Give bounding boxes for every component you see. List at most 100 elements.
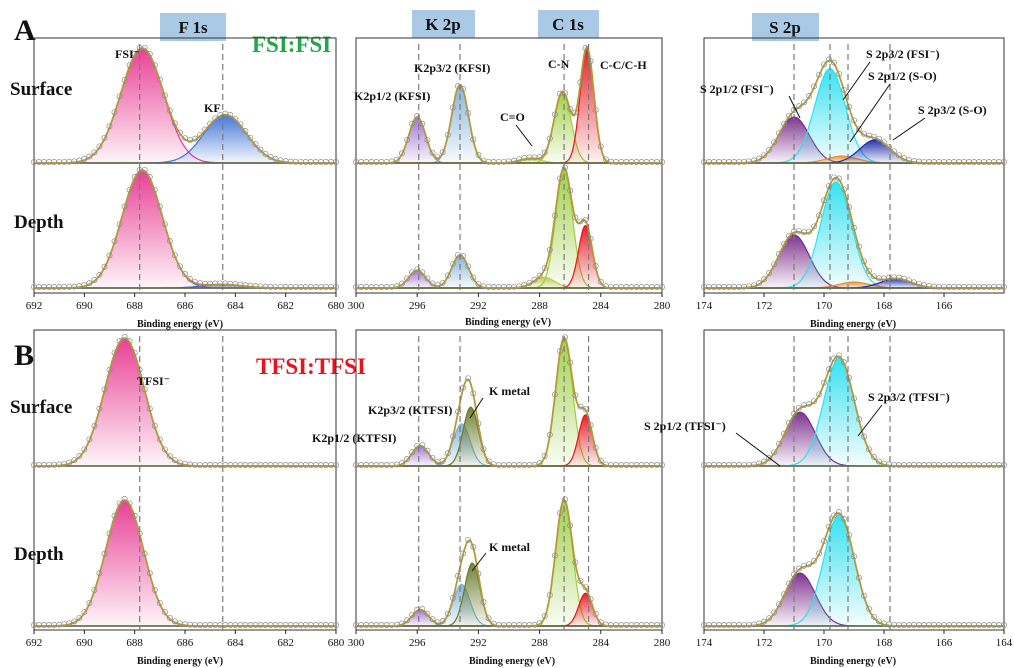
peak-component-S2p-A_depth xyxy=(704,181,1004,289)
raw-data-point-S2p-A_surface xyxy=(831,59,837,66)
raw-data-point-S2p-A_depth xyxy=(851,224,857,231)
raw-data-point-K2p_C1s-A_depth xyxy=(414,266,421,273)
raw-data-point-S2p-A_surface xyxy=(816,71,822,78)
raw-data-point-K2p_C1s-A_surface xyxy=(572,109,579,116)
raw-data-point-S2p-A_depth xyxy=(871,273,877,280)
raw-data-point-K2p_C1s-A_depth xyxy=(434,282,441,289)
x-tick-label-S2p-A: 172 xyxy=(756,300,773,312)
raw-data-point-S2p-A_surface xyxy=(876,135,882,142)
raw-data-point-S2p-B_surface xyxy=(851,395,857,402)
raw-data-point-K2p_C1s-A_surface xyxy=(424,136,431,143)
raw-data-point-K2p_C1s-B_depth xyxy=(424,610,431,617)
raw-data-point-K2p_C1s-B_depth xyxy=(404,617,410,624)
raw-data-point-F1s-A_surface xyxy=(116,93,123,100)
raw-data-point-F1s-B_surface xyxy=(66,459,73,466)
raw-data-point-K2p_C1s-B_surface xyxy=(485,457,492,464)
raw-data-point-K2p_C1s-A_depth xyxy=(659,284,665,290)
x-tick-label-F1s-B: 686 xyxy=(177,637,194,649)
row-label-surface-a: Surface xyxy=(10,79,72,100)
raw-data-point-S2p-B_surface xyxy=(861,433,867,440)
annot-s2p12-tfsi: S 2p1/2 (TFSI⁻) xyxy=(644,419,726,433)
raw-data-point-S2p-A_surface xyxy=(861,130,867,137)
raw-data-point-F1s-B_depth xyxy=(76,614,83,621)
raw-data-point-K2p_C1s-B_surface xyxy=(449,433,456,440)
axis-frame-K2p_C1s-B xyxy=(355,329,663,631)
panel-b-letter: B xyxy=(14,339,34,372)
raw-data-point-S2p-A_surface xyxy=(841,86,847,93)
raw-data-point-S2p-A_surface xyxy=(781,120,787,127)
raw-data-point-F1s-A_surface xyxy=(232,115,239,122)
raw-data-point-S2p-A_surface xyxy=(766,146,772,153)
raw-data-point-K2p_C1s-A_surface xyxy=(541,149,548,156)
raw-data-point-K2p_C1s-A_surface xyxy=(597,143,604,150)
raw-data-point-S2p-B_depth xyxy=(826,523,832,530)
raw-data-point-K2p_C1s-A_depth xyxy=(409,269,416,276)
row-label-depth-b: Depth xyxy=(14,544,64,565)
raw-data-point-S2p-A_surface xyxy=(826,56,832,63)
tag-c1s: C 1s xyxy=(552,15,584,34)
peak-component-K2p_C1s-B_surface xyxy=(356,414,662,467)
raw-data-point-S2p-B_depth xyxy=(856,574,862,581)
raw-data-point-F1s-B_depth xyxy=(146,570,153,577)
x-tick-label-F1s-B: 692 xyxy=(26,637,43,649)
raw-data-point-S2p-B_surface xyxy=(756,460,762,467)
x-tick-label-K2p_C1s-B: 280 xyxy=(654,637,671,649)
raw-data-point-K2p_C1s-A_depth xyxy=(562,164,569,171)
x-tick-label-F1s-B: 680 xyxy=(328,637,345,649)
raw-data-point-K2p_C1s-B_depth xyxy=(577,577,584,584)
raw-data-point-F1s-B_surface xyxy=(121,334,128,340)
raw-data-point-K2p_C1s-B_surface xyxy=(597,457,604,464)
raw-data-point-K2p_C1s-A_depth xyxy=(439,279,446,286)
raw-data-point-S2p-A_depth xyxy=(836,175,842,182)
raw-data-point-K2p_C1s-B_depth xyxy=(562,496,569,503)
x-tick-label-K2p_C1s-B: 288 xyxy=(531,637,548,649)
raw-data-point-F1s-B_surface xyxy=(151,422,158,429)
raw-data-point-K2p_C1s-A_depth xyxy=(597,278,604,285)
raw-data-point-S2p-B_depth xyxy=(876,618,882,625)
raw-data-point-F1s-A_surface xyxy=(111,109,118,116)
raw-data-point-S2p-B_surface xyxy=(856,416,862,423)
raw-data-point-K2p_C1s-A_surface xyxy=(465,110,472,117)
raw-data-point-K2p_C1s-B_depth xyxy=(419,606,426,613)
raw-data-point-K2p_C1s-B_depth xyxy=(449,595,456,601)
raw-data-point-S2p-B_surface xyxy=(841,359,847,366)
fit-envelope-F1s-B_surface xyxy=(34,337,336,467)
annot-s2p32-fsi: S 2p3/2 (FSI⁻) xyxy=(866,47,940,61)
peak-component-K2p_C1s-B_surface xyxy=(356,423,662,467)
x-tick-label-S2p-B: 164 xyxy=(996,637,1013,649)
raw-data-point-K2p_C1s-B_surface xyxy=(480,445,487,452)
raw-data-point-K2p_C1s-B_depth xyxy=(398,620,405,627)
raw-data-point-F1s-A_depth xyxy=(106,252,113,259)
raw-data-point-F1s-A_depth xyxy=(161,221,168,228)
raw-data-point-F1s-A_surface xyxy=(202,126,209,133)
raw-data-point-K2p_C1s-B_surface xyxy=(444,450,451,457)
xlabel-s2p-a: Binding energy (eV) xyxy=(810,319,896,330)
raw-data-point-F1s-A_depth xyxy=(91,277,98,283)
raw-data-point-F1s-A_surface xyxy=(126,62,133,69)
raw-data-point-S2p-A_depth xyxy=(751,282,757,289)
fit-envelope-F1s-B_depth xyxy=(34,499,336,627)
raw-data-point-S2p-A_surface xyxy=(886,143,892,150)
raw-data-point-S2p-B_depth xyxy=(831,512,837,519)
raw-data-point-K2p_C1s-B_surface xyxy=(659,462,665,468)
tag-c1s-box xyxy=(538,10,599,38)
raw-data-point-K2p_C1s-A_depth xyxy=(419,269,426,276)
raw-data-point-F1s-A_surface xyxy=(182,135,188,142)
raw-data-point-K2p_C1s-A_surface xyxy=(414,113,421,119)
peak-component-S2p-B_depth xyxy=(704,514,1004,627)
raw-data-point-F1s-B_surface xyxy=(76,453,83,460)
raw-data-point-K2p_C1s-A_depth xyxy=(398,280,405,287)
raw-data-point-K2p_C1s-B_surface xyxy=(439,457,446,464)
annot-kmetal-depth: K metal xyxy=(489,540,531,554)
tick-layer: 692 690 688 686 684 682 680 692 690 688 686 684 682 6… xyxy=(26,293,1013,649)
raw-data-point-F1s-B_depth xyxy=(126,500,133,507)
x-tick-label-K2p_C1s-B: 284 xyxy=(593,637,610,649)
raw-data-point-K2p_C1s-A_depth xyxy=(449,260,456,267)
raw-data-point-S2p-A_surface xyxy=(776,130,782,137)
raw-data-point-S2p-B_surface xyxy=(876,458,882,465)
raw-data-point-S2p-A_depth xyxy=(771,261,777,268)
raw-data-point-F1s-B_depth xyxy=(141,550,148,557)
raw-data-point-K2p_C1s-B_depth xyxy=(439,618,446,625)
raw-data-point-F1s-B_surface xyxy=(333,462,339,468)
raw-data-point-K2p_C1s-B_surface xyxy=(592,444,599,451)
